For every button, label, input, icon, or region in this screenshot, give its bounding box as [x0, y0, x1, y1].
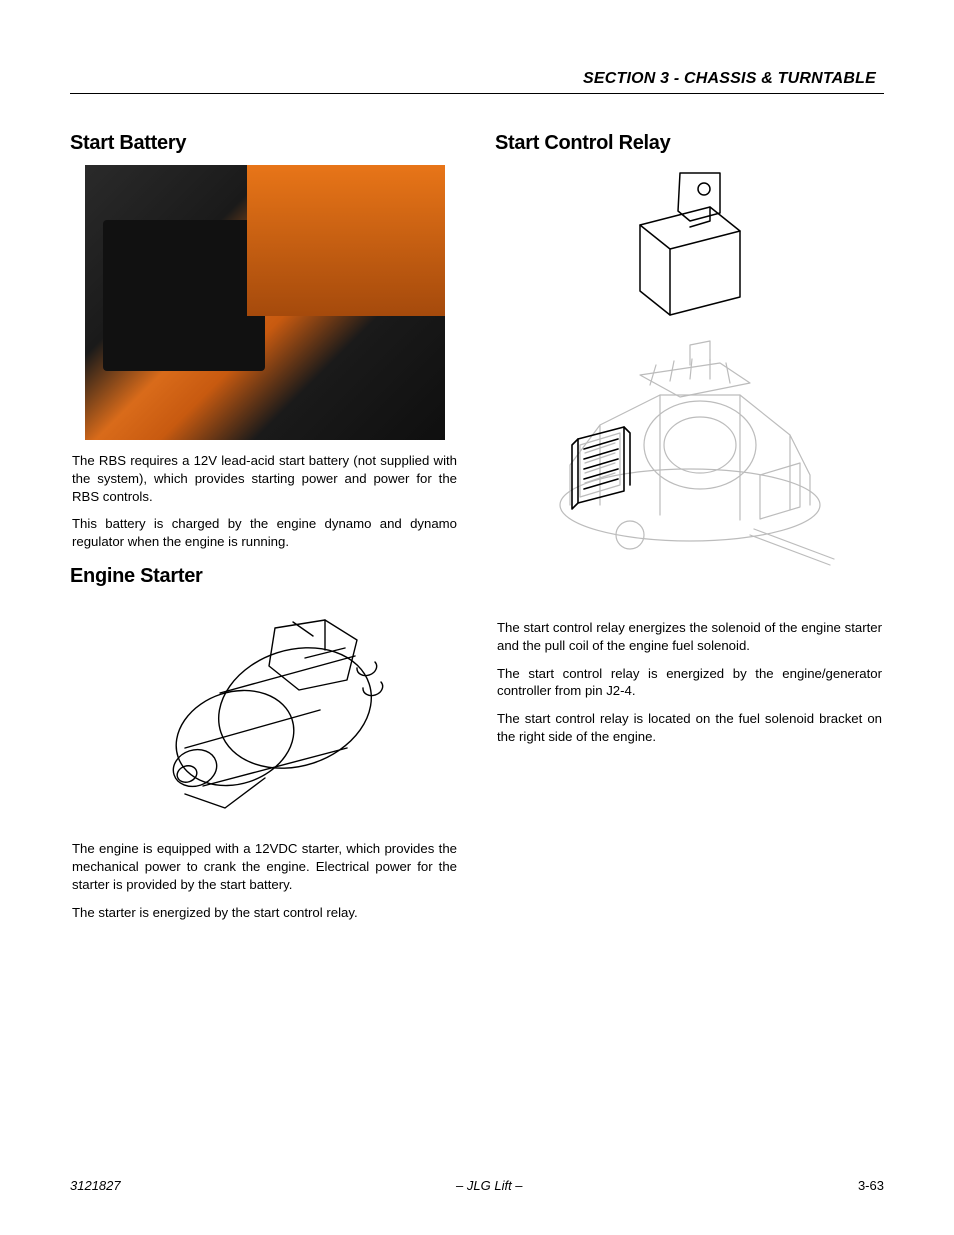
page: SECTION 3 - CHASSIS & TURNTABLE Start Ba…: [0, 0, 954, 1235]
footer-center: – JLG Lift –: [456, 1178, 522, 1193]
engine-starter-line-drawing: [125, 598, 405, 828]
section-title: SECTION 3 - CHASSIS & TURNTABLE: [583, 70, 876, 87]
start-battery-p1: The RBS requires a 12V lead-acid start b…: [70, 452, 459, 505]
heading-engine-starter: Engine Starter: [70, 565, 459, 588]
relay-figure-stack: [495, 165, 884, 605]
page-footer: 3121827 – JLG Lift – 3-63: [70, 1178, 884, 1193]
engine-starter-p1: The engine is equipped with a 12VDC star…: [70, 840, 459, 893]
relay-p2: The start control relay is energized by …: [495, 665, 884, 701]
relay-p1: The start control relay energizes the so…: [495, 619, 884, 655]
heading-start-battery: Start Battery: [70, 132, 459, 155]
start-battery-photo: [85, 165, 445, 440]
start-battery-photo-box: [70, 165, 459, 440]
start-battery-p2: This battery is charged by the engine dy…: [70, 515, 459, 551]
footer-doc-number: 3121827: [70, 1178, 121, 1193]
footer-page-number: 3-63: [858, 1178, 884, 1193]
left-column: Start Battery The RBS requires a 12V lea…: [70, 132, 459, 931]
relay-p3: The start control relay is located on th…: [495, 710, 884, 746]
heading-start-control-relay: Start Control Relay: [495, 132, 884, 155]
header-rule: SECTION 3 - CHASSIS & TURNTABLE: [70, 70, 884, 94]
relay-line-drawing: [620, 165, 760, 335]
engine-starter-figure-box: [70, 598, 459, 828]
right-column: Start Control Relay: [495, 132, 884, 931]
two-column-layout: Start Battery The RBS requires a 12V lea…: [70, 132, 884, 931]
engine-starter-p2: The starter is energized by the start co…: [70, 904, 459, 922]
engine-line-drawing: [540, 335, 840, 605]
